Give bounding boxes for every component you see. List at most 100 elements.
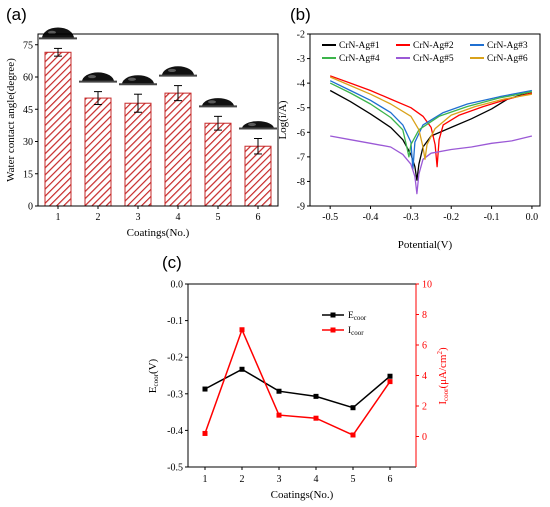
data-point	[202, 430, 208, 436]
axes-b: -0.5 -0.4 -0.3 -0.2 -0.1 0.0 -9 -8 -7 -6 -5 -4 -3 -2	[297, 30, 539, 224]
bar	[244, 145, 272, 207]
y-tick-label-left: -0.4	[167, 426, 183, 437]
legend-label: CrN-Ag#5	[413, 54, 454, 64]
legend-b: CrN-Ag#1 CrN-Ag#2 CrN-Ag#3 CrN-Ag#4 CrN-Ag#5…	[322, 41, 528, 64]
water-droplet	[42, 27, 74, 39]
x-tick-label: 6	[388, 474, 393, 485]
x-tick-label: -0.1	[484, 212, 500, 223]
bar	[204, 122, 232, 207]
x-tick-label: -0.5	[322, 212, 338, 223]
y-tick-label-right: 4	[422, 371, 427, 382]
data-point	[239, 366, 245, 372]
data-point	[350, 432, 356, 438]
y-tick-label: -4	[297, 79, 305, 90]
data-point	[276, 388, 282, 394]
x-tick-label: 4	[314, 474, 319, 485]
y-tick-label: 45	[23, 105, 33, 116]
y-tick-label-left: -0.3	[167, 389, 183, 400]
droplet-highlight	[48, 30, 56, 34]
water-droplet	[82, 72, 114, 82]
ecorr-icorr-chart: 1 2 3 4 5 6 -0.5 -0.4 -0.3 -0.2 -0.1 0.0 0 2 4 6 8 10 Eco…	[147, 280, 450, 502]
y-tick-label: 60	[23, 73, 33, 84]
droplet-highlight	[88, 74, 96, 79]
y-tick-label-right: 2	[422, 402, 427, 413]
y-tick-label-left: -0.1	[167, 316, 183, 327]
y-tick-label-right: 10	[422, 280, 432, 291]
water-droplet	[122, 75, 154, 85]
legend-label: CrN-Ag#1	[339, 41, 380, 51]
y-axis-label-b: Log(i/A)	[277, 100, 289, 139]
bar-series	[44, 47, 272, 207]
x-tick-label: 5	[351, 474, 356, 485]
panel-label-b: (b)	[290, 5, 311, 24]
x-tick-label: 2	[96, 212, 101, 223]
data-point	[276, 412, 282, 418]
legend-label: CrN-Ag#4	[339, 54, 380, 64]
legend-label: CrN-Ag#3	[487, 41, 528, 51]
y-axis-label-a: Water contact angle(degree)	[5, 58, 17, 182]
y-tick-label-right: 8	[422, 310, 427, 321]
y-tick-label-right: 6	[422, 341, 427, 352]
legend-label: CrN-Ag#6	[487, 54, 528, 64]
data-point	[202, 386, 208, 392]
data-point	[313, 415, 319, 421]
series-line	[204, 327, 391, 436]
legend-label: CrN-Ag#2	[413, 41, 454, 51]
x-tick-label: 2	[240, 474, 245, 485]
y-axis-label-right-c: Icoor(μA/cm2)	[436, 347, 450, 405]
axes-c: 1 2 3 4 5 6 -0.5 -0.4 -0.3 -0.2 -0.1 0.0 0 2 4 6 8 10	[167, 280, 432, 486]
x-tick-label: 1	[203, 474, 208, 485]
water-droplet	[202, 98, 234, 107]
legend-label-sub: coor	[351, 329, 364, 337]
polarization-curve	[329, 89, 533, 181]
y-tick-label-left: -0.5	[167, 463, 183, 474]
polarization-curve	[330, 135, 533, 195]
x-axis-label-c: Coatings(No.)	[271, 489, 334, 501]
y-tick-label: 75	[23, 40, 33, 51]
bar	[124, 102, 152, 207]
x-tick-label: 6	[256, 212, 261, 223]
y-tick-label: -2	[297, 30, 305, 41]
bar	[44, 51, 72, 207]
water-droplet	[242, 121, 274, 129]
x-tick-label: 3	[277, 474, 282, 485]
polarization-curve	[329, 80, 533, 170]
x-tick-label: -0.2	[443, 212, 459, 223]
data-point	[239, 327, 245, 333]
bar	[164, 92, 192, 207]
tafel-polarization-chart: -0.5 -0.4 -0.3 -0.2 -0.1 0.0-9-8-7-6-5-4-3-2 …	[277, 30, 541, 251]
droplet-illustrations	[39, 27, 277, 130]
droplet-highlight	[168, 68, 176, 73]
x-tick-label: 4	[176, 212, 181, 223]
legend-label-main: E	[348, 311, 354, 321]
data-point	[387, 379, 393, 385]
y-tick-label: 15	[23, 169, 33, 180]
x-tick-label: 3	[136, 212, 141, 223]
legend-label: Ecoor	[348, 311, 367, 322]
y-tick-label: 0	[28, 202, 33, 213]
y-axis-label-left-c: Ecoor(V)	[147, 358, 160, 393]
panel-label-c: (c)	[162, 253, 182, 272]
droplet-highlight	[208, 100, 216, 104]
water-droplet	[162, 66, 194, 76]
y-tick-label: 30	[23, 137, 33, 148]
x-tick-label: -0.4	[363, 212, 379, 223]
plot-frame-b	[309, 33, 541, 207]
polarization-curve	[329, 82, 533, 158]
legend-marker	[330, 327, 336, 333]
x-tick-label: 1	[56, 212, 61, 223]
x-tick-label: -0.3	[403, 212, 419, 223]
y-tick-label: -9	[297, 202, 305, 213]
y-tick-label-left: -0.2	[167, 353, 183, 364]
legend-label-main: I	[348, 326, 351, 336]
y-tick-label: -8	[297, 177, 305, 188]
y-tick-label: -7	[297, 152, 305, 163]
droplet-highlight	[128, 77, 136, 81]
data-point	[350, 405, 356, 411]
legend-label-sub: coor	[354, 314, 367, 322]
polarization-curves	[329, 75, 533, 195]
